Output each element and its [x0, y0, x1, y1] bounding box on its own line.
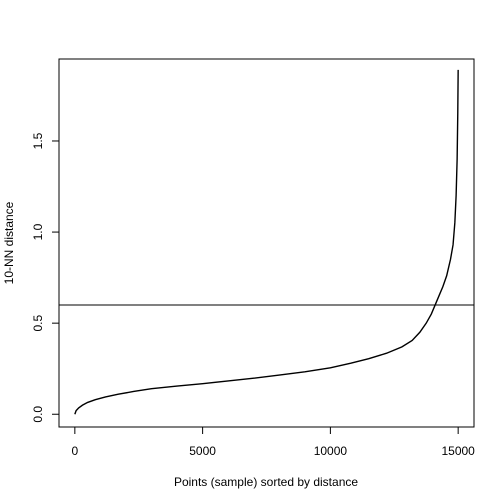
x-axis-label: Points (sample) sorted by distance: [174, 475, 358, 489]
y-tick-label: 1.5: [31, 132, 45, 149]
plot-frame: [58, 58, 475, 428]
x-tick-label: 10000: [314, 444, 348, 458]
series-layer: [74, 69, 459, 415]
y-axis-label: 10-NN distance: [2, 201, 16, 284]
series-line: [74, 69, 459, 415]
x-tick-label: 15000: [441, 444, 475, 458]
x-tick-label: 5000: [189, 444, 216, 458]
y-tick-label: 0.5: [31, 314, 45, 331]
y-axis: 0.0 0.5 1.0 1.5: [31, 132, 60, 423]
x-tick-label: 0: [71, 444, 78, 458]
y-tick-label: 1.0: [31, 223, 45, 240]
y-tick-label: 0.0: [31, 406, 45, 423]
x-axis: 0 5000 10000 15000: [71, 426, 475, 458]
